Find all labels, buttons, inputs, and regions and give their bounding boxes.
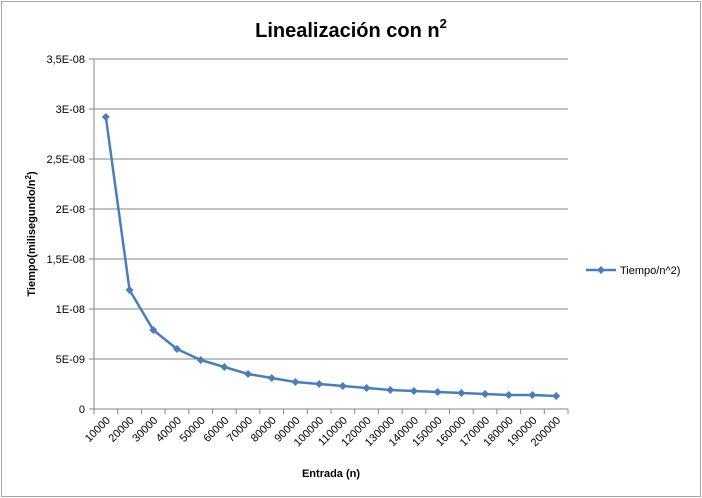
data-point: [172, 345, 181, 353]
data-point: [433, 388, 442, 396]
data-point: [481, 390, 490, 398]
data-point: [409, 387, 418, 395]
data-point: [386, 386, 395, 394]
x-tick-label: 80000: [249, 415, 279, 445]
y-tick-label: 3,5E-08: [46, 54, 85, 66]
y-tick-label: 2,5E-08: [46, 154, 85, 166]
series-line: [104, 116, 557, 398]
x-tick-label: 40000: [154, 415, 184, 445]
data-point: [125, 286, 134, 294]
legend-marker: [597, 266, 605, 274]
data-point: [315, 380, 324, 388]
y-tick-label: 0: [79, 404, 85, 416]
gridlines: [89, 58, 569, 414]
x-tick-label: 10000: [83, 415, 113, 445]
data-point: [528, 391, 537, 399]
data-point: [338, 382, 347, 390]
data-point: [362, 384, 371, 392]
data-point: [220, 363, 229, 371]
x-tick-label: 50000: [178, 415, 208, 445]
x-axis-label: Entrada (n): [302, 468, 360, 480]
data-point: [457, 389, 466, 397]
y-tick-labels: 0 5E-09 1E-08 1,5E-08 2E-08 2,5E-08 3E-08 3,5E-…: [46, 54, 85, 416]
data-point: [101, 113, 110, 121]
data-point: [267, 374, 276, 382]
y-tick-label: 2E-08: [56, 204, 85, 216]
x-tick-label: 60000: [201, 415, 231, 445]
x-tick-label: 20000: [107, 415, 137, 445]
legend: Tiempo/n^2): [586, 265, 680, 277]
x-tick-label: 70000: [225, 415, 255, 445]
x-tick-label: 30000: [130, 415, 160, 445]
y-tick-label: 5E-09: [56, 354, 85, 366]
data-point: [196, 356, 205, 364]
data-point: [291, 378, 300, 386]
y-tick-label: 3E-08: [56, 104, 85, 116]
chart-title: Linealización con n2: [255, 16, 447, 42]
data-point: [504, 391, 513, 399]
y-axis-label: Tiempo(milisegundo/n2): [24, 171, 38, 297]
series-group: [101, 113, 561, 400]
x-tick-labels: 1000020000300004000050000600007000080000…: [83, 415, 563, 449]
y-tick-label: 1,5E-08: [46, 254, 85, 266]
legend-label: Tiempo/n^2): [620, 265, 680, 277]
data-point: [244, 370, 253, 378]
data-point: [149, 326, 158, 334]
y-tick-label: 1E-08: [56, 304, 85, 316]
data-point: [552, 392, 561, 400]
